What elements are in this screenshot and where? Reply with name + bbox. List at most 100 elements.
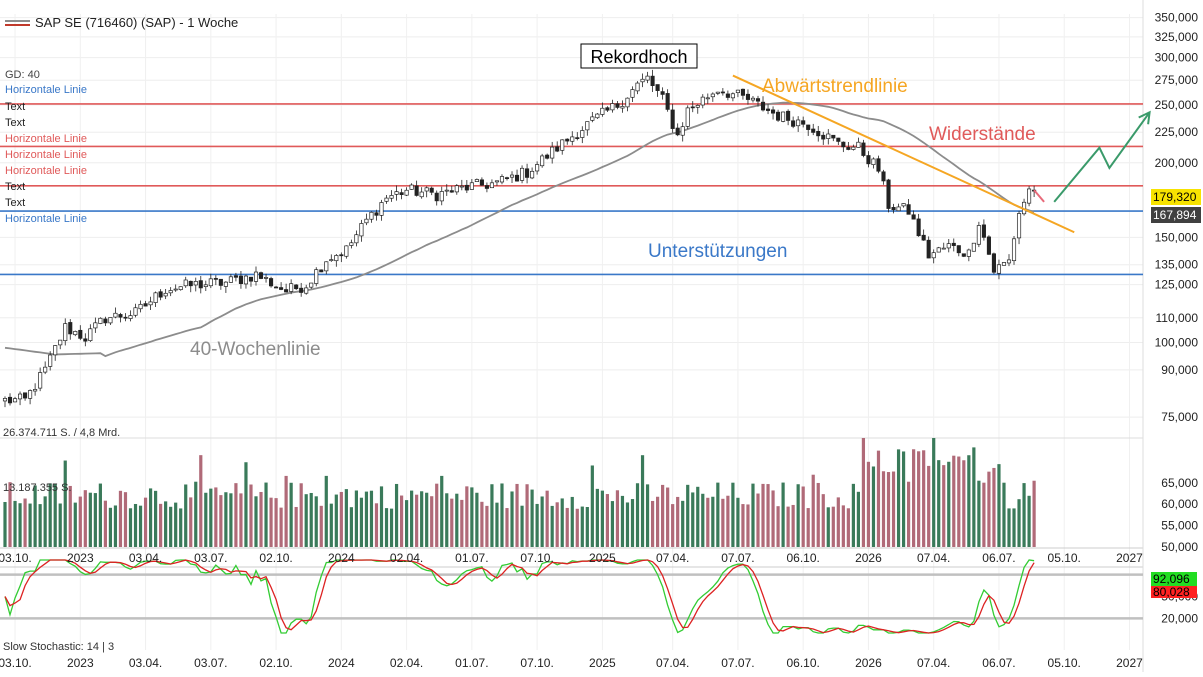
candle-down [926,239,931,259]
candle-down [299,287,304,293]
candle-down [504,177,510,179]
candle-down [429,187,434,193]
candle-up [334,255,339,262]
volume-bar [746,504,750,547]
x-tick-label: 07.04. [917,656,950,670]
volume-bar [997,464,1001,547]
volume-bar [881,471,886,547]
y-tick-label: 65,000 [1161,476,1198,490]
candle-up [469,182,474,190]
candle-down [479,179,484,186]
candle-up [630,89,635,98]
volume-bar [962,460,966,547]
volume-bar [379,486,384,547]
volume-bar [706,497,710,547]
x-tick-label: 02.10. [259,656,292,670]
volume-bar [891,471,896,547]
volume-bar [1032,480,1036,547]
candle-up [163,292,168,297]
candle-down [545,154,550,159]
volume-bar [731,482,735,547]
x-tick-label: 06.10. [786,656,819,670]
ma-price-text: 167,894 [1153,208,1197,222]
volume-bar [992,467,996,547]
candle-up [570,136,575,142]
y-tick-label: 150,000 [1155,230,1199,244]
volume-bar [159,503,163,547]
volume-bar [209,488,213,547]
volume-bar [851,483,855,547]
x-tick-label: 02.04. [390,551,423,565]
stoch-k-badge [1151,572,1197,586]
volume-bar [942,465,946,547]
x-tick-label: 06.07. [982,656,1015,670]
volume-bar [495,502,499,547]
x-tick-label: 07.10. [520,656,553,670]
candle-down [464,184,469,191]
volume-bar [425,492,429,547]
volume-bar [896,449,901,547]
candle-up [18,393,23,400]
candle-up [936,247,941,253]
candle-down [881,171,886,182]
volume-bar [174,502,178,547]
candle-up [243,275,249,285]
volume-bar [63,460,67,547]
volume-bar [500,483,504,547]
volume-bar [595,488,599,547]
volume-bar [38,504,42,547]
candle-down [525,168,530,178]
x-tick-label: 03.07. [194,656,227,670]
candle-up [53,345,58,356]
volume-bar [811,474,815,547]
candle-down [83,338,88,342]
volume-bar [204,492,208,547]
volume-bar [118,490,123,547]
candle-down [720,91,725,94]
candle-up [600,107,605,115]
candle-down [876,158,881,172]
forecast-path [1053,111,1151,203]
volume-bar [761,483,765,547]
volume-bar [475,492,479,547]
candle-up [148,301,153,306]
candle-down [615,103,620,108]
candle-down [911,214,916,220]
candle-up [635,82,640,92]
volume-bar [575,508,579,547]
volume-bar [18,503,22,547]
candle-up [966,249,971,257]
volume-bar [88,492,92,547]
y-tick-label: 250,000 [1155,98,1199,112]
volume-bar [661,484,665,547]
candle-up [58,339,63,346]
candle-down [319,269,324,273]
volume-bar [259,491,263,547]
candle-up [1006,259,1012,264]
candle-up [976,225,981,245]
candle-down [951,242,956,246]
candle-down [836,137,841,142]
candle-down [675,127,680,136]
candle-up [2,398,8,402]
candle-up [324,261,329,272]
candle-up [379,202,384,216]
volume-max-label: 26.374.711 S. / 4,8 Mrd. [3,427,120,439]
candle-up [88,328,93,342]
volume-bar [977,480,981,547]
candle-down [816,130,821,137]
volume-bar [771,490,775,547]
candle-up [580,130,585,138]
candle-up [43,366,48,373]
volume-bar [686,484,690,547]
x-tick-label: 2027 [1116,551,1143,565]
stochastic-k-line [4,559,1035,634]
ma-label: 40-Wochenlinie [190,339,321,360]
candle-up [750,97,756,101]
volume-bar [530,489,534,547]
volume-bar [912,449,916,547]
volume-bar [179,508,183,547]
candle-up [489,182,494,189]
y-tick-label: 60,000 [1161,497,1198,511]
candle-up [494,180,500,183]
